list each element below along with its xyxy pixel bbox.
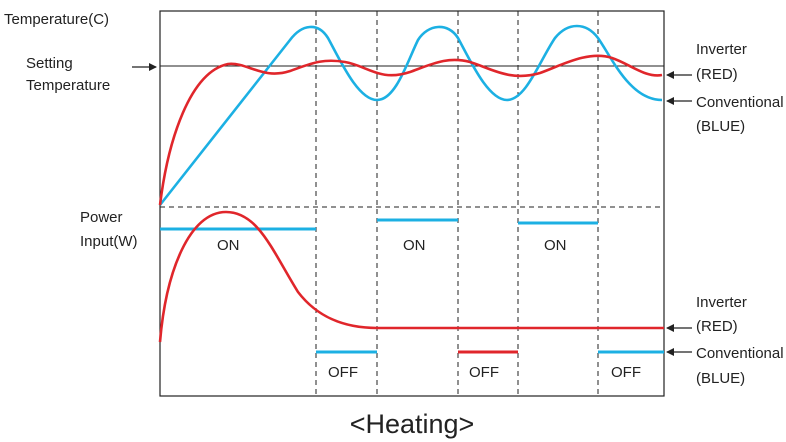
off-label-2: OFF	[469, 364, 499, 381]
power-input-label-line1: Power	[80, 209, 123, 226]
legend-blue-bottom: (BLUE)	[696, 370, 745, 387]
off-label-3: OFF	[611, 364, 641, 381]
temperature-axis-label: Temperature(C)	[4, 11, 109, 28]
legend-red-bottom: (RED)	[696, 318, 738, 335]
legend-conventional-bottom: Conventional	[696, 345, 784, 362]
legend-conventional-top: Conventional	[696, 94, 784, 111]
conventional-temperature-curve	[158, 24, 663, 206]
legend-inverter-bottom: Inverter	[696, 294, 747, 311]
inverter-temperature-curve	[158, 54, 663, 206]
on-label-2: ON	[403, 237, 426, 254]
inverter-power-curve	[158, 210, 664, 343]
plot-frame	[159, 10, 665, 397]
caption: <Heating>	[350, 409, 475, 439]
legend-blue-top: (BLUE)	[696, 118, 745, 135]
legend-red-top: (RED)	[696, 66, 738, 83]
off-label-1: OFF	[328, 364, 358, 381]
setting-temperature-label-line1: Setting	[26, 55, 73, 72]
on-label-1: ON	[217, 237, 240, 254]
legend-inverter-top: Inverter	[696, 41, 747, 58]
power-input-label-line2: Input(W)	[80, 233, 138, 250]
setting-temperature-label-line2: Temperature	[26, 77, 110, 94]
on-label-3: ON	[544, 237, 567, 254]
